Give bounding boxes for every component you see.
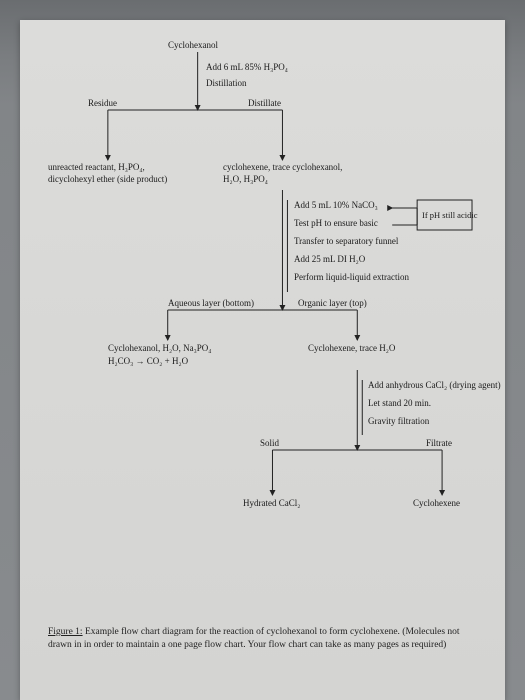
node-mixture-1: cyclohexene, trace cyclohexanol, xyxy=(223,162,342,173)
step-gravity-filtration: Gravity filtration xyxy=(368,416,429,427)
node-aqueous-1: Cyclohexanol, H₂O, Na₃PO₄ xyxy=(108,343,211,354)
flowchart-arrows xyxy=(48,40,477,620)
node-cyclohexanol: Cyclohexanol xyxy=(168,40,218,51)
step-extraction: Perform liquid-liquid extraction xyxy=(294,272,409,283)
step-transfer-funnel: Transfer to separatory funnel xyxy=(294,236,398,247)
label-residue: Residue xyxy=(88,98,117,109)
node-final-cyclohexene: Cyclohexene xyxy=(413,498,460,509)
node-unreacted-2: dicyclohexyl ether (side product) xyxy=(48,174,167,185)
node-aqueous-2: H₂CO₃ → CO₂ + H₂O xyxy=(108,356,188,367)
loop-if-ph-acidic: If pH still acidic xyxy=(422,210,477,220)
flowchart: Cyclohexanol Add 6 mL 85% H₃PO₄ Distilla… xyxy=(48,40,477,620)
caption-rest: Example flow chart diagram for the react… xyxy=(48,627,460,650)
label-aqueous-layer: Aqueous layer (bottom) xyxy=(168,298,254,309)
label-filtrate: Filtrate xyxy=(426,438,452,449)
label-solid: Solid xyxy=(260,438,279,449)
step-let-stand: Let stand 20 min. xyxy=(368,398,431,409)
node-hydrated-cacl2: Hydrated CaCl₂ xyxy=(243,498,300,509)
figure-caption: Figure 1: Example flow chart diagram for… xyxy=(48,626,477,652)
step-distillation: Distillation xyxy=(206,78,247,89)
step-test-ph: Test pH to ensure basic xyxy=(294,218,378,229)
label-distillate: Distillate xyxy=(248,98,281,109)
node-mixture-2: H₂O, H₃PO₄ xyxy=(223,174,268,185)
document-page: Cyclohexanol Add 6 mL 85% H₃PO₄ Distilla… xyxy=(20,20,505,700)
node-organic-1: Cyclohexene, trace H₂O xyxy=(308,343,395,354)
node-unreacted-1: unreacted reactant, H₃PO₄, xyxy=(48,162,145,173)
step-add-di-h2o: Add 25 mL DI H₂O xyxy=(294,254,365,265)
label-organic-layer: Organic layer (top) xyxy=(298,298,367,309)
step-add-naco3: Add 5 mL 10% NaCO₃ xyxy=(294,200,378,211)
step-add-cacl2: Add anhydrous CaCl₂ (drying agent) xyxy=(368,380,501,391)
caption-lead: Figure 1: xyxy=(48,627,83,637)
step-add-h3po4: Add 6 mL 85% H₃PO₄ xyxy=(206,62,288,73)
